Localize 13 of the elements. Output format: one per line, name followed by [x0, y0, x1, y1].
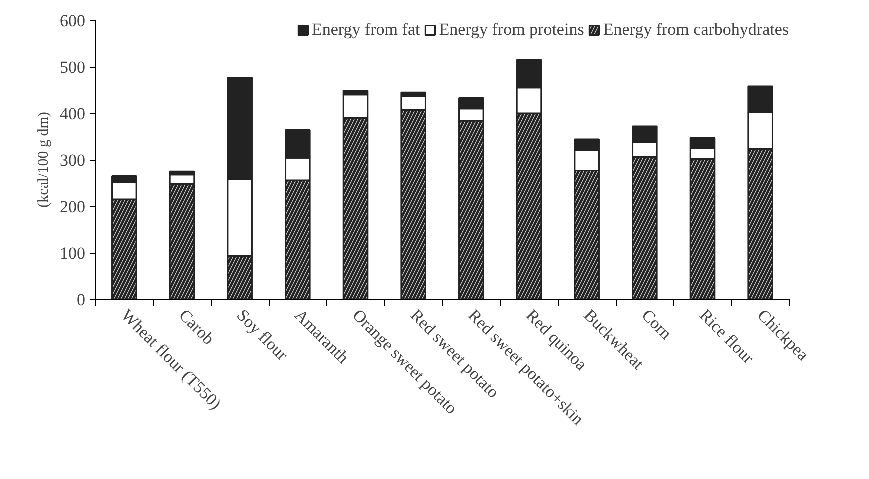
y-tick-label: 400	[60, 104, 86, 124]
y-tick-label: 500	[60, 58, 86, 77]
y-tick-label: 200	[60, 198, 86, 216]
y-axis-title: (kcal/100 g dm)	[36, 112, 52, 208]
x-tick-label: Soy flour	[233, 306, 292, 365]
y-tick-label: 300	[60, 151, 86, 170]
x-tick-label: Rice flour	[696, 306, 758, 368]
legend-label: Energy from proteins	[439, 20, 584, 40]
legend-label: Energy from carbohydrates	[603, 20, 789, 40]
y-tick-label: 100	[60, 244, 86, 263]
y-tick-label: 600	[60, 12, 86, 30]
y-tick-label: 0	[77, 290, 86, 310]
legend-label: Energy from fat	[312, 20, 420, 40]
